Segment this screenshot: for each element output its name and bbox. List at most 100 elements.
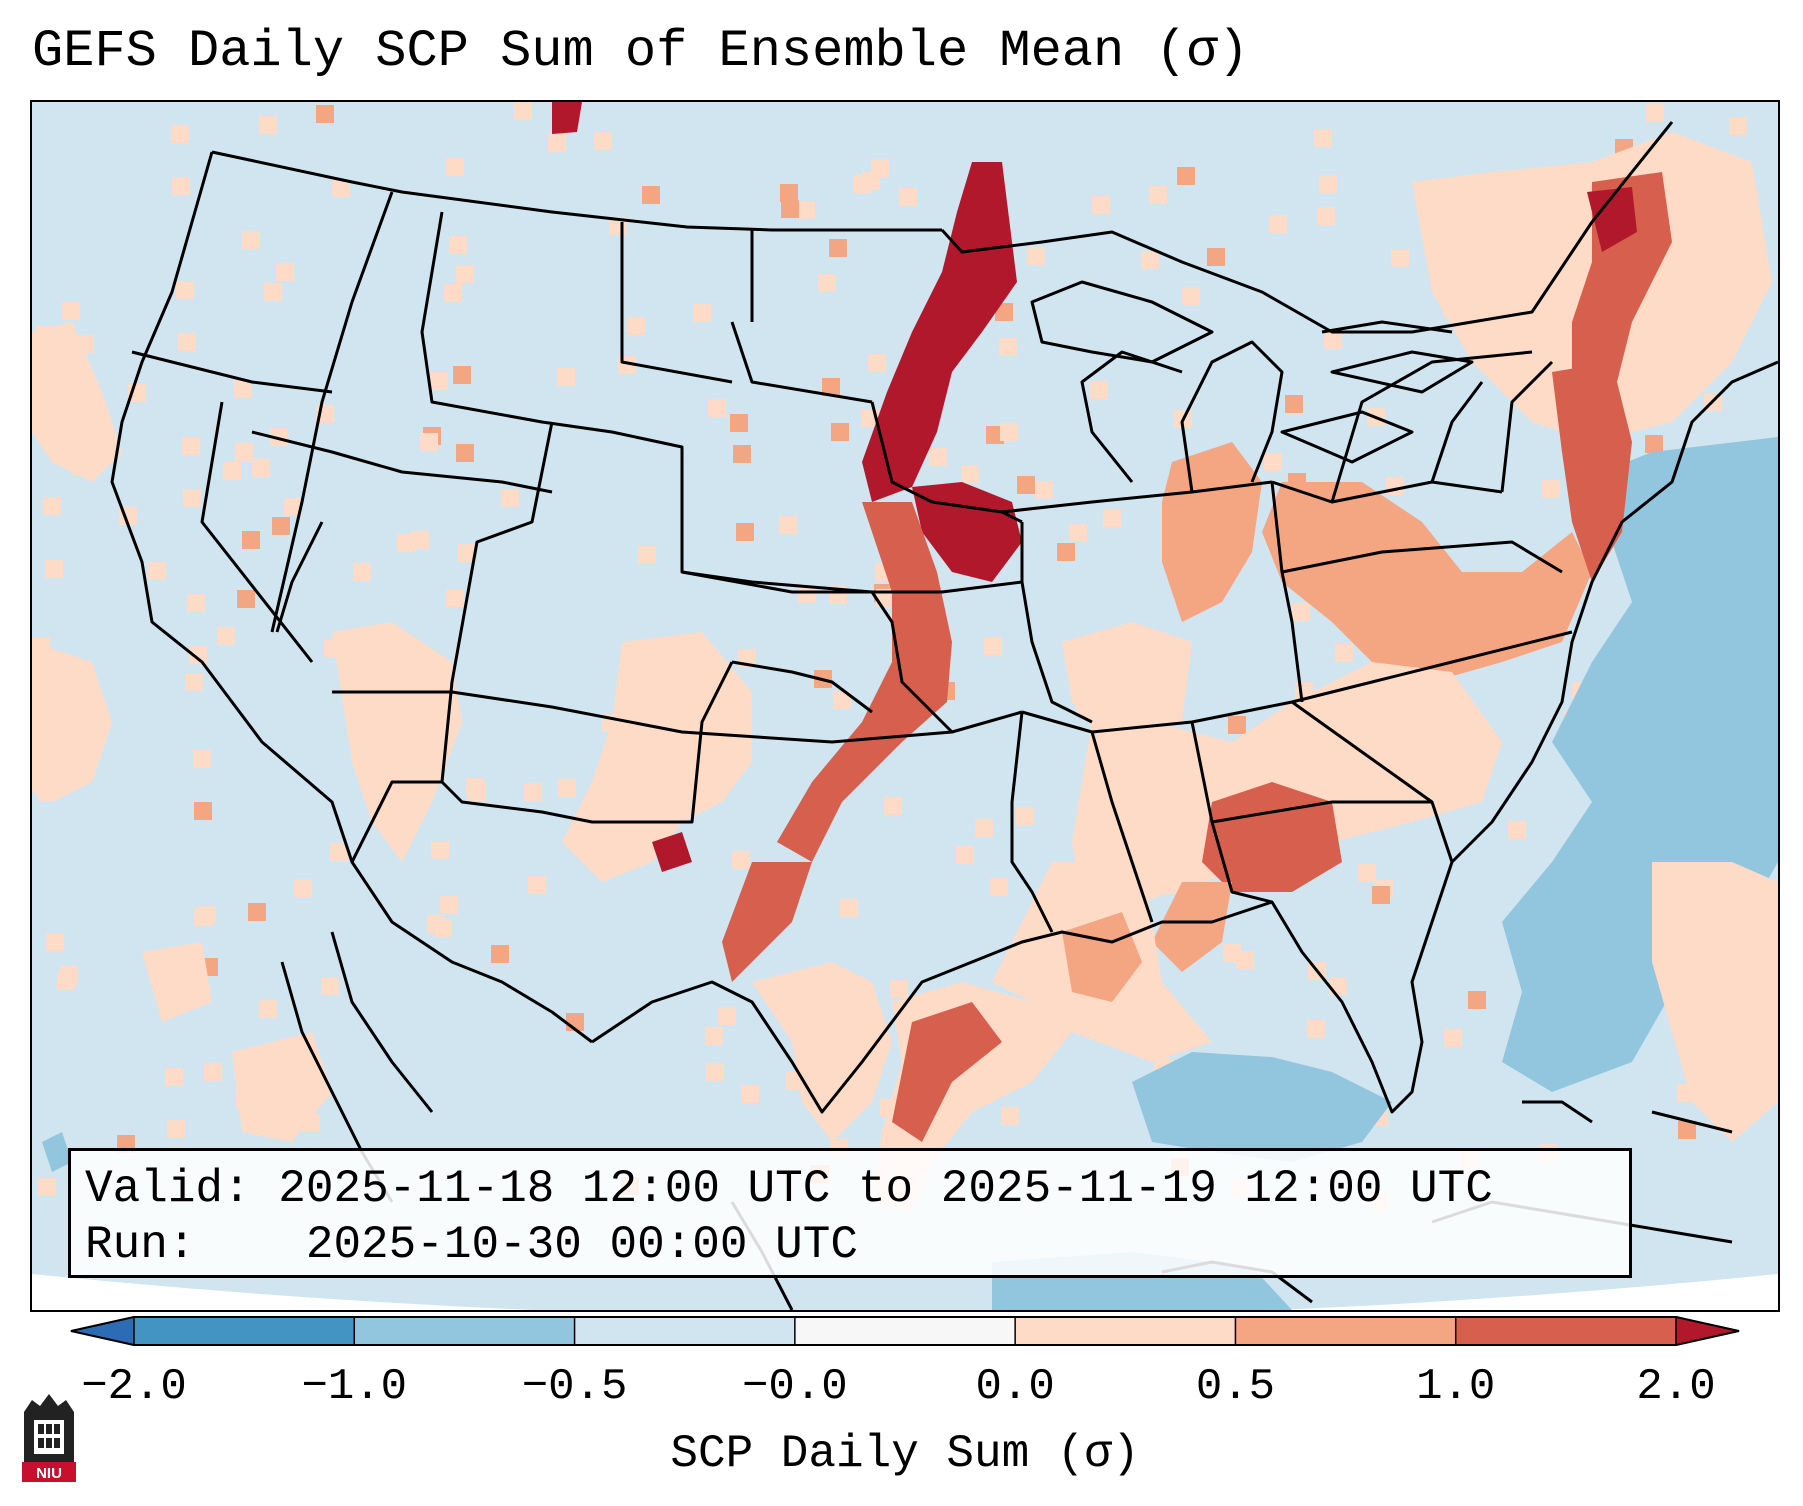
field-cell [1646,104,1664,122]
field-cell [705,1027,723,1045]
field-cell [818,274,836,292]
field-cell [853,175,871,193]
field-cell [242,231,260,249]
colorbar-label: SCP Daily Sum (σ) [670,1428,1140,1480]
field-cell [524,783,542,801]
field-cell [45,560,63,578]
field-cell [1386,477,1404,495]
field-cell [1372,886,1390,904]
field-cell [217,627,235,645]
field-cell [449,236,467,254]
field-cell [223,462,241,480]
field-cell [185,673,203,691]
field-cell [38,1178,56,1196]
field-cell [57,972,75,990]
colorbar-bin [354,1316,576,1346]
field-cell [148,562,166,580]
field-cell [741,1085,759,1103]
field-cell [284,498,302,516]
field-cell [528,876,546,894]
field-cell [440,896,458,914]
field-cell [627,317,645,335]
field-cell [430,372,448,390]
field-cell [62,302,80,320]
field-cell [1177,167,1195,185]
field-cell [798,585,816,603]
field-cell [514,102,532,120]
field-cell [1324,331,1342,349]
field-cell [235,443,253,461]
colorbar-tick-label: 2.0 [1636,1362,1716,1412]
valid-time-box: Valid: 2025-11-18 12:00 UTC to 2025-11-1… [68,1148,1632,1278]
field-cell [316,105,334,123]
colorbar-extend-high [1676,1316,1740,1346]
run-label: Run: [85,1219,196,1271]
field-cell [178,333,196,351]
field-cell [1292,603,1310,621]
field-cell [176,281,194,299]
field-cell [557,368,575,386]
field-cell [272,517,290,535]
field-cell [46,933,64,951]
colorbar-tick-label: −1.0 [301,1362,408,1412]
field-cell [1358,864,1376,882]
field-cell [187,594,205,612]
colorbar [70,1316,1740,1346]
field-cell [1729,117,1747,135]
field-cell [1017,476,1035,494]
niu-logo-icon: NIU [22,1394,76,1482]
map-panel [30,100,1780,1312]
field-cell [736,523,754,541]
field-cell [165,1068,183,1086]
field-cell [458,544,476,562]
field-cell [1090,381,1108,399]
field-cell [781,200,799,218]
field-cell [446,589,464,607]
field-cell [43,497,61,515]
field-cell [1141,251,1159,269]
colorbar-bins [70,1316,1740,1346]
field-cell [234,380,252,398]
field-cell [167,1120,185,1138]
field-cell [831,423,849,441]
field-cell [706,1063,724,1081]
field-cell [1508,821,1526,839]
field-cell [1269,215,1287,233]
field-cell [995,303,1013,321]
field-cell [270,428,288,446]
field-cell [829,239,847,257]
field-cell [990,878,1008,896]
field-cell [264,283,282,301]
field-cell [501,489,519,507]
field-cell [1207,248,1225,266]
field-cell [1307,1020,1325,1038]
field-cell [172,177,190,195]
colorbar-tick-label: −0.5 [521,1362,628,1412]
run-value: 2025-10-30 00:00 UTC [305,1219,858,1271]
field-cell [182,437,200,455]
field-cell [693,304,711,322]
field-cell [961,465,979,483]
field-cell [884,797,902,815]
colorbar-bin [1455,1316,1677,1346]
field-cell [899,188,917,206]
valid-line: Valid: 2025-11-18 12:00 UTC to 2025-11-1… [85,1161,1615,1217]
valid-value: 2025-11-18 12:00 UTC to 2025-11-19 12:00… [278,1163,1493,1215]
field-cell [1236,951,1254,969]
colorbar-bin [574,1316,796,1346]
field-cell [1149,186,1167,204]
field-cell [397,534,415,552]
field-cell [986,426,1004,444]
field-cell [431,841,449,859]
field-cell [420,433,438,451]
field-cell [1335,644,1353,662]
logo-lettering: NIU [36,1465,62,1482]
field-cell [1016,807,1034,825]
positive-anomaly-swaths [32,102,1778,1212]
field-cell [1182,287,1200,305]
field-cell [171,125,189,143]
colorbar-extend-low [70,1316,134,1346]
colorbar-bin [134,1316,355,1346]
field-cell [491,945,509,963]
field-cell [446,158,464,176]
